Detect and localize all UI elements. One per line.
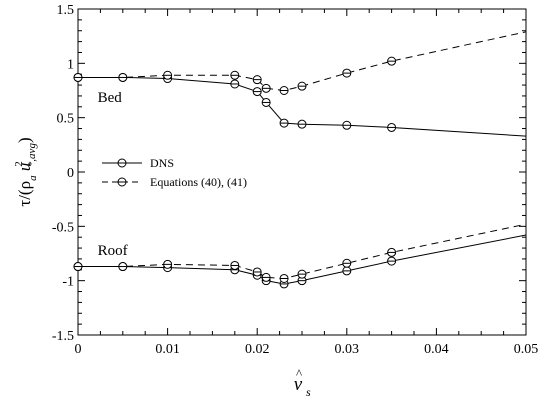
series-line-roof-dashed <box>78 223 527 279</box>
y-tick-label: -0.5 <box>52 220 74 235</box>
annotation-label: Bed <box>98 90 123 106</box>
tick-labels: 0 0.01 0.02 0.03 0.04 0.05 -1.5 -1 -0.5 0 0.5 1 1.5 <box>52 3 538 357</box>
x-tick-label: 0.01 <box>155 342 180 357</box>
x-tick-label: 0.05 <box>514 342 539 357</box>
x-tick-label: 0.03 <box>335 342 360 357</box>
y-tick-label: -1 <box>62 275 74 290</box>
y-tick-label: 0.5 <box>57 112 75 127</box>
annotation-label: Roof <box>98 243 128 259</box>
x-tick-label: 0 <box>75 342 82 357</box>
y-tick-label: 1 <box>67 57 74 72</box>
plot-frame <box>77 8 527 336</box>
y-tick-label: 1.5 <box>57 3 75 18</box>
y-tick-label: 0 <box>67 166 74 181</box>
x-axis-label-sub: s <box>306 385 311 399</box>
legend: DNS Equations (40), (41) <box>102 156 247 189</box>
x-tick-label: 0.04 <box>424 342 449 357</box>
axis-ticks <box>77 8 527 336</box>
x-tick-label: 0.02 <box>245 342 270 357</box>
y-axis-label: τ/(ρa u2*,avg) <box>13 137 39 206</box>
legend-eq-label: Equations (40), (41) <box>150 175 247 189</box>
legend-dns-label: DNS <box>150 156 174 170</box>
y-tick-label: -1.5 <box>52 329 74 344</box>
x-axis-label-base: v <box>294 374 303 395</box>
x-axis-label-hat: ^ <box>296 366 302 381</box>
series-lines <box>78 31 527 285</box>
series-markers <box>73 56 397 289</box>
x-axis-label: ^ v s <box>294 366 311 399</box>
annotations: Bed Roof <box>98 90 128 259</box>
